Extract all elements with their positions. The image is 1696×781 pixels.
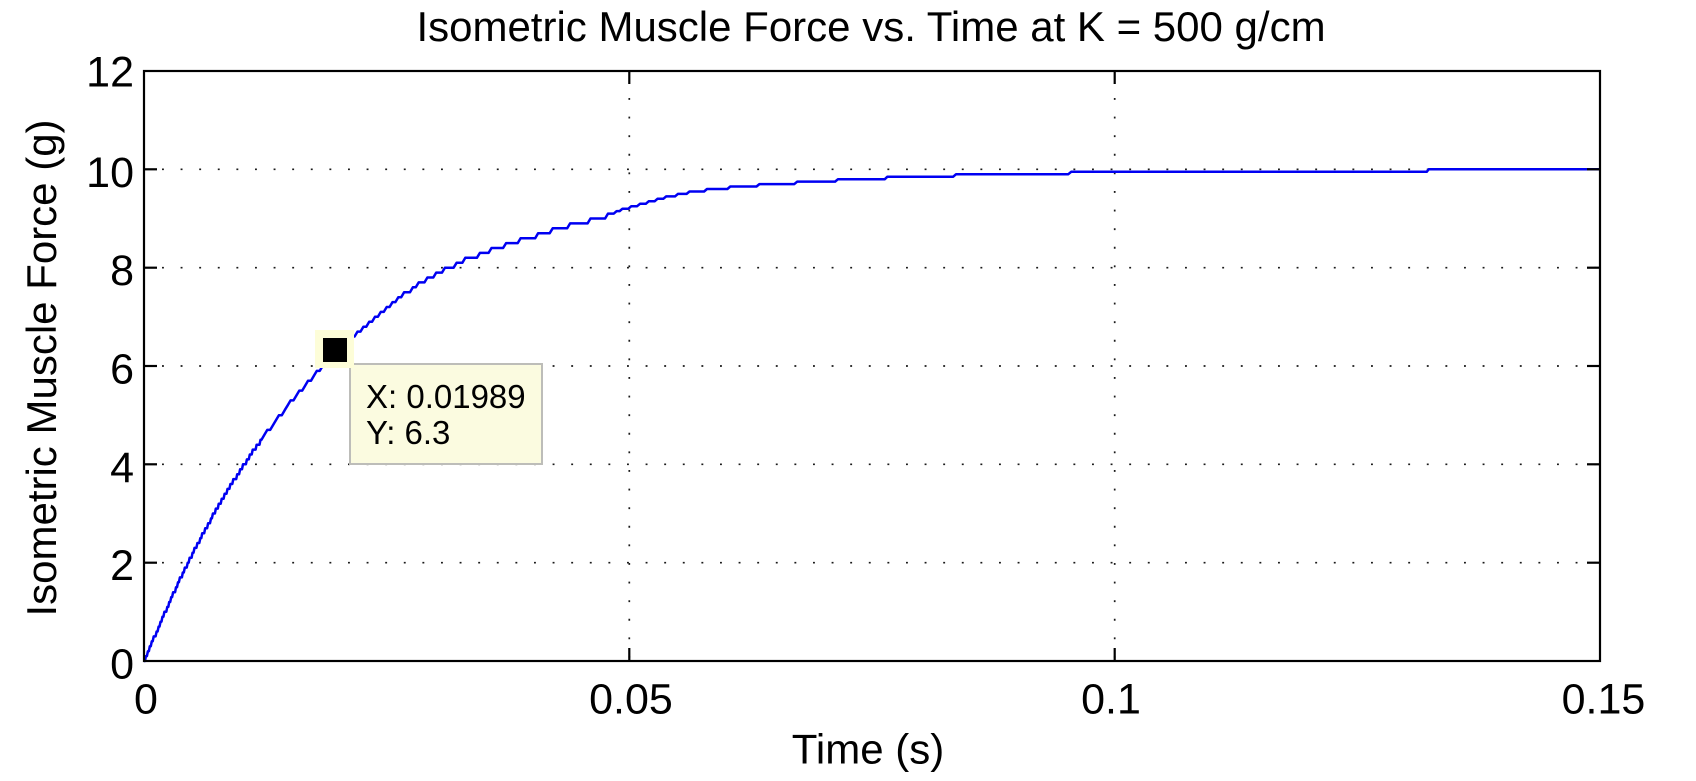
svg-text:0: 0 (110, 641, 134, 689)
svg-text:X: 0.01989: X: 0.01989 (366, 378, 526, 415)
svg-text:4: 4 (110, 444, 134, 492)
svg-text:10: 10 (86, 149, 134, 197)
svg-text:Time (s): Time (s) (792, 726, 944, 773)
svg-text:8: 8 (110, 247, 134, 295)
svg-text:0.15: 0.15 (1562, 676, 1646, 724)
svg-text:0.1: 0.1 (1081, 676, 1141, 724)
svg-text:12: 12 (86, 49, 134, 97)
svg-text:0.05: 0.05 (589, 676, 673, 724)
svg-text:0: 0 (134, 676, 158, 724)
svg-text:Isometric Muscle Force vs. Tim: Isometric Muscle Force vs. Time at K = 5… (416, 3, 1325, 50)
svg-text:Isometric Muscle Force (g): Isometric Muscle Force (g) (18, 119, 65, 616)
svg-text:6: 6 (110, 346, 134, 394)
svg-text:2: 2 (110, 542, 134, 590)
svg-text:Y: 6.3: Y: 6.3 (366, 414, 450, 451)
